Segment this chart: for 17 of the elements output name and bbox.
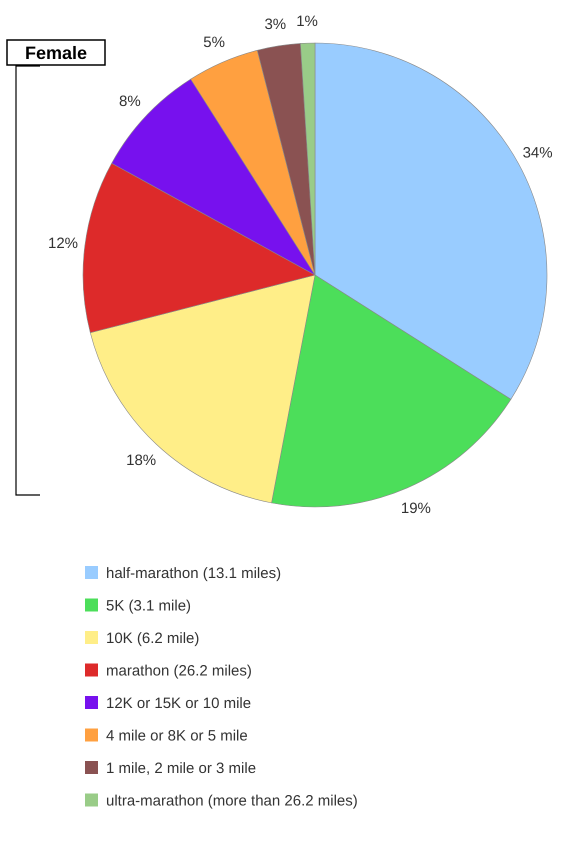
data-label: 5% — [203, 34, 225, 51]
text: Female — [24, 43, 88, 63]
legend-label: marathon (26.2 miles) — [106, 662, 252, 680]
data-label: 18% — [126, 452, 156, 470]
legend-label: 5K (3.1 mile) — [106, 598, 192, 614]
data-label: 1% — [296, 13, 318, 30]
data-label: 3% — [264, 16, 286, 34]
legend-label: 12K or 15K or 10 mile — [106, 695, 252, 712]
data-label: 12% — [48, 235, 78, 252]
legend-label: 4 mile or 8K or 5 mile — [106, 728, 248, 744]
legend-label: 10K (6.2 mile) — [106, 630, 200, 647]
legend-label: 1 mile, 2 mile or 3 mile — [106, 760, 256, 777]
legend-label: half-marathon (13.1 miles) — [106, 565, 282, 582]
data-label: 19% — [400, 500, 431, 518]
data-label: 8% — [119, 93, 141, 110]
data-label: 34% — [522, 144, 553, 162]
legend-label: ultra-marathon (more than 26.2 miles) — [106, 792, 358, 810]
